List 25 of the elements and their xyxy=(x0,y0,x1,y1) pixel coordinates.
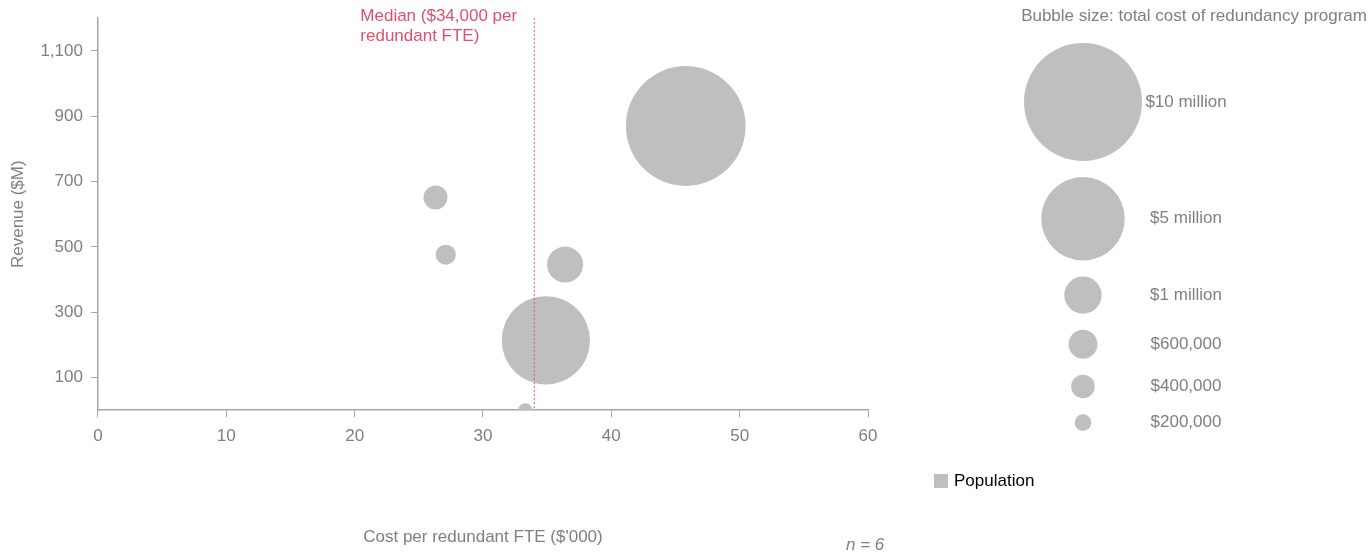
legend-label: $600,000 xyxy=(1150,333,1222,353)
x-tick-label: 50 xyxy=(730,425,750,445)
legend-title: Bubble size: total cost of redundancy program xyxy=(1021,6,1367,26)
x-axis-title: Cost per redundant FTE ($'000) xyxy=(363,527,603,547)
y-axis-title: Revenue ($M) xyxy=(7,160,27,269)
ref-line-label: Median ($34,000 per redundant FTE) xyxy=(360,6,518,46)
y-tick-label: 300 xyxy=(54,301,83,321)
y-tick-label: 500 xyxy=(54,236,83,256)
legend-label: $10 million xyxy=(1145,91,1227,111)
x-tick-label: 10 xyxy=(216,425,236,445)
y-tick-label: 1,100 xyxy=(40,40,83,60)
y-tick-label: 900 xyxy=(54,105,83,125)
legend-label: $400,000 xyxy=(1150,376,1222,396)
text: n = 6 xyxy=(846,534,885,554)
x-tick-label: 20 xyxy=(345,425,365,445)
legend-label: $5 million xyxy=(1150,208,1222,228)
x-tick-label: 60 xyxy=(858,425,878,445)
legend-label: $1 million xyxy=(1150,284,1222,304)
legend-label: Population xyxy=(954,470,1035,490)
x-tick-label: 30 xyxy=(473,425,493,445)
y-tick-label: 700 xyxy=(54,171,83,191)
x-tick-label: 40 xyxy=(601,425,621,445)
legend-label: $200,000 xyxy=(1150,412,1222,432)
x-tick-label: 0 xyxy=(93,425,103,445)
y-tick-label: 100 xyxy=(54,367,83,387)
